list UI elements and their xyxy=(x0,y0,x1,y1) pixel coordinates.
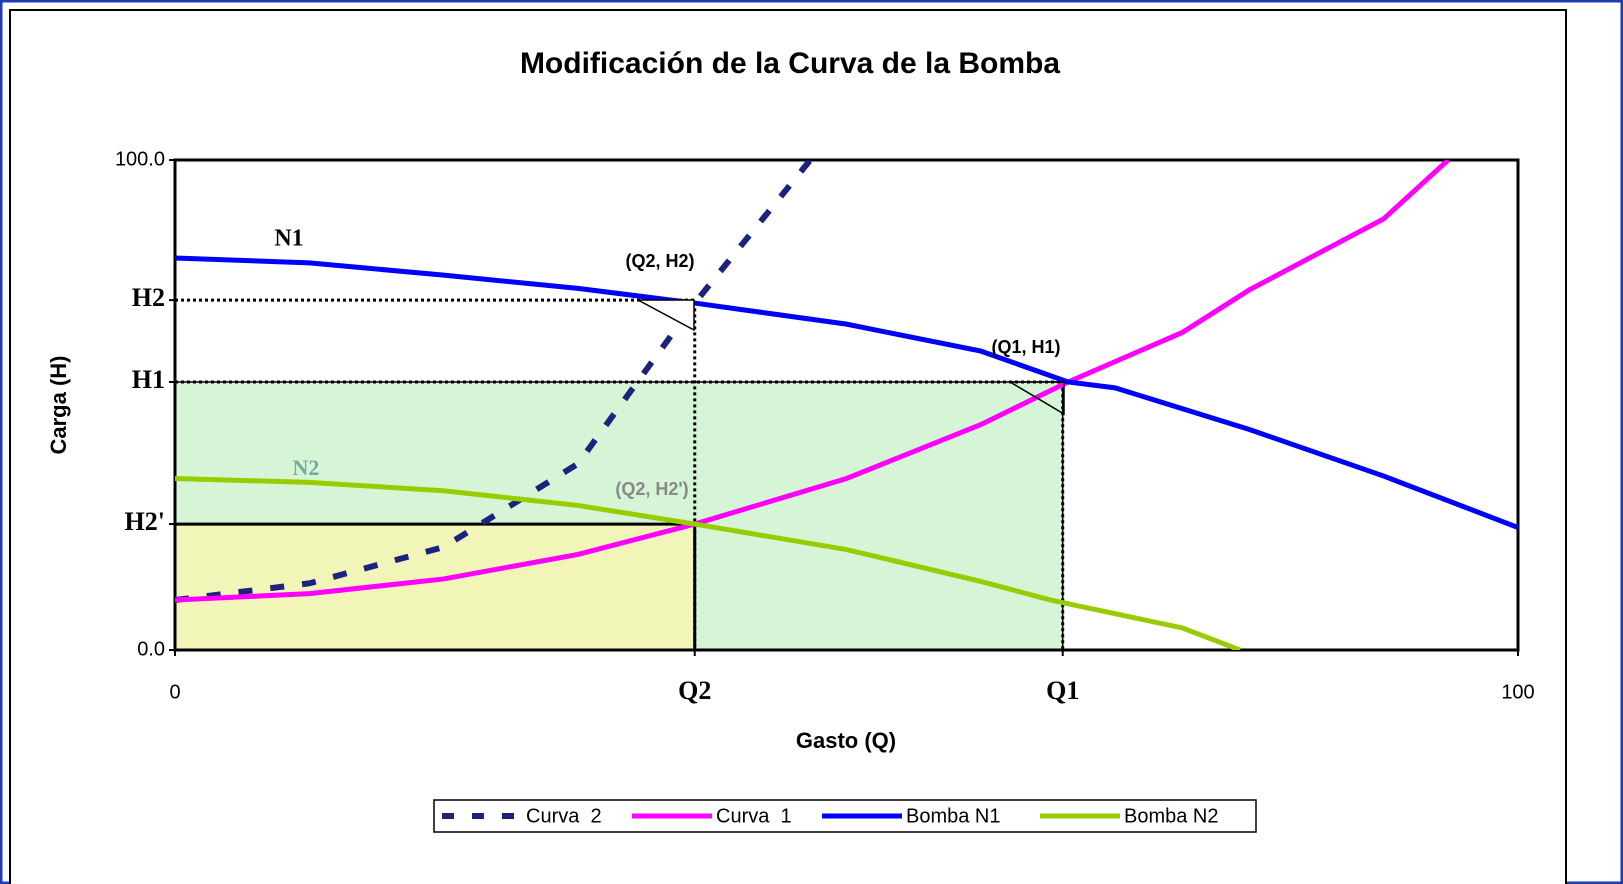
series-line xyxy=(175,160,813,603)
chart-title: Modificación de la Curva de la Bomba xyxy=(520,47,1060,80)
guide-line xyxy=(175,380,1065,650)
y-tick-label: H2 xyxy=(132,283,165,312)
annotation: N2 xyxy=(293,455,320,480)
legend-label: Curva 2 xyxy=(526,805,602,827)
x-tick-label: 100 xyxy=(1501,681,1534,703)
series-line xyxy=(175,476,1241,650)
x-tick-label: Q2 xyxy=(678,676,711,705)
x-axis-label: Gasto (Q) xyxy=(796,728,896,753)
legend-label: Bomba N1 xyxy=(906,805,1001,827)
callout xyxy=(637,299,695,332)
y-tick-label: H1 xyxy=(132,365,165,394)
legend-label: Curva 1 xyxy=(716,805,792,827)
y-tick-label: H2' xyxy=(125,507,165,536)
y-tick-label: 100.0 xyxy=(115,148,165,170)
callout xyxy=(1007,381,1065,416)
x-tick-label: 0 xyxy=(169,681,180,703)
plot-area xyxy=(173,158,1520,652)
y-tick-label: 0.0 xyxy=(137,638,165,660)
x-tick-label: Q1 xyxy=(1046,676,1079,705)
annotation: (Q1, H1) xyxy=(991,337,1060,357)
annotation: (Q2, H2') xyxy=(615,479,688,499)
series-group xyxy=(175,160,1518,650)
legend-label: Bomba N2 xyxy=(1124,805,1219,827)
annotation: N1 xyxy=(274,226,303,252)
y-axis-label: Carga (H) xyxy=(46,355,71,454)
annotation: (Q2, H2) xyxy=(625,251,694,271)
series-line xyxy=(175,255,1518,530)
series-line xyxy=(175,160,1450,603)
